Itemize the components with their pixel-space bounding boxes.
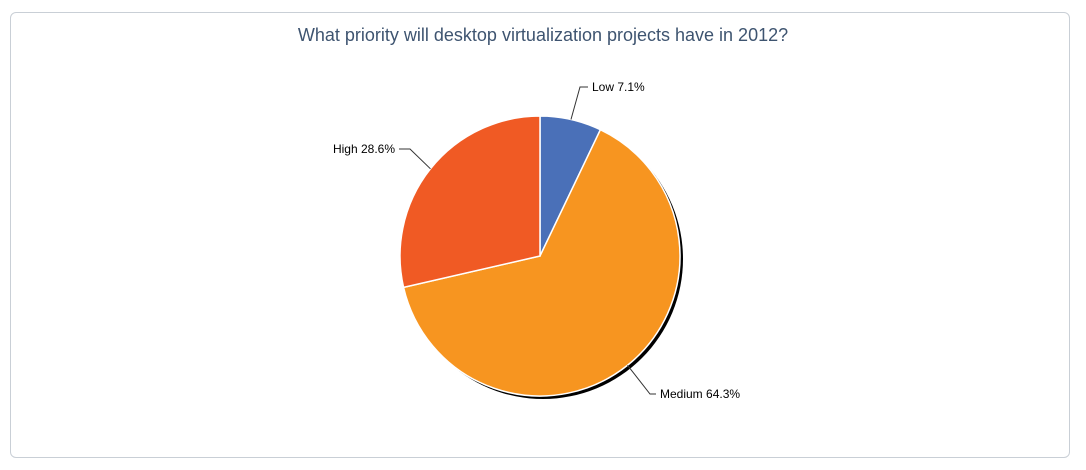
slice-label-medium: Medium 64.3%: [660, 387, 740, 401]
chart-title: What priority will desktop virtualizatio…: [297, 25, 789, 45]
pie-slice-medium[interactable]: [402, 128, 681, 397]
slice-label-high: High 28.6%: [333, 142, 395, 156]
leader-line-high: [399, 148, 431, 170]
leader-line-medium: [627, 364, 656, 395]
slice-label-low: Low 7.1%: [592, 80, 645, 94]
leader-line-low: [570, 86, 588, 120]
